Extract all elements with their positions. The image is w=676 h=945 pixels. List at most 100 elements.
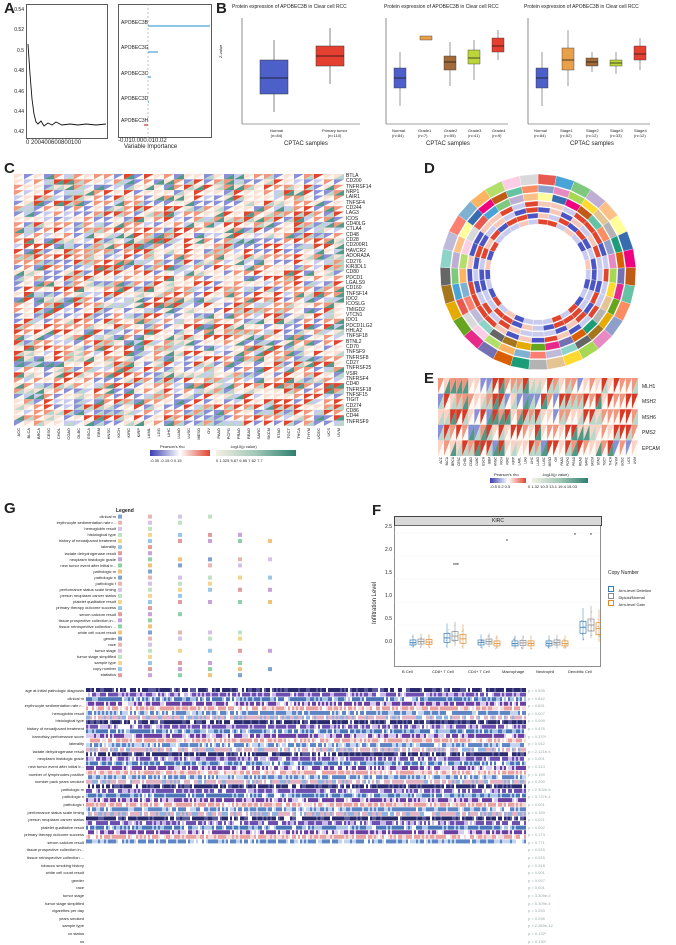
clinical-cell bbox=[188, 697, 190, 701]
clinical-cell bbox=[214, 697, 216, 701]
clinical-cell bbox=[326, 688, 328, 692]
clinical-cell bbox=[96, 702, 98, 706]
clinical-cell bbox=[244, 693, 246, 697]
clinical-cell bbox=[302, 702, 304, 706]
clinical-cell bbox=[390, 697, 392, 701]
clinical-cell bbox=[372, 688, 374, 692]
clinical-cell bbox=[210, 697, 212, 701]
clinical-cell bbox=[212, 688, 214, 692]
cancer-label: PCPG bbox=[566, 456, 570, 466]
cancer-label: LUSC bbox=[542, 456, 546, 465]
clinical-cell bbox=[258, 693, 260, 697]
clinical-cell bbox=[212, 693, 214, 697]
clinical-cell bbox=[138, 693, 140, 697]
clinical-cell bbox=[326, 697, 328, 701]
clinical-cell bbox=[514, 693, 516, 697]
clinical-cell bbox=[348, 693, 350, 697]
circle-segment bbox=[616, 251, 625, 268]
clinical-cell bbox=[408, 693, 410, 697]
clinical-cell bbox=[208, 693, 210, 697]
clinical-cell bbox=[166, 697, 168, 701]
clinical-cell bbox=[228, 688, 230, 692]
clinical-cell bbox=[246, 688, 248, 692]
gene-label: TNFRSF9 bbox=[346, 420, 372, 425]
clinical-cell bbox=[262, 693, 264, 697]
clinical-cell bbox=[320, 693, 322, 697]
clinical-cell bbox=[260, 688, 262, 692]
data-point bbox=[514, 638, 515, 639]
clinical-cell bbox=[208, 702, 210, 706]
clinical-cell bbox=[212, 697, 214, 701]
clinical-cell bbox=[294, 688, 296, 692]
clinical-cell bbox=[426, 693, 428, 697]
circle-segment bbox=[467, 269, 473, 282]
clinical-cell bbox=[480, 688, 482, 692]
clinical-cell bbox=[260, 697, 262, 701]
legend-swatch bbox=[178, 649, 182, 653]
clinical-cell bbox=[318, 697, 320, 701]
clinical-cell bbox=[350, 688, 352, 692]
clinical-cell bbox=[314, 688, 316, 692]
clinical-cell bbox=[238, 697, 240, 701]
clinical-cell bbox=[126, 688, 128, 692]
clinical-cell bbox=[382, 688, 384, 692]
clinical-cell bbox=[290, 702, 292, 706]
clinical-cell bbox=[336, 693, 338, 697]
clinical-cell bbox=[508, 697, 510, 701]
legend-swatch bbox=[118, 667, 122, 671]
circle-segment bbox=[597, 269, 603, 281]
clinical-cell bbox=[270, 688, 272, 692]
clinical-cell bbox=[106, 693, 108, 697]
clinical-cell bbox=[328, 693, 330, 697]
clinical-cell bbox=[236, 688, 238, 692]
clinical-cell bbox=[236, 702, 238, 706]
clinical-cell bbox=[300, 702, 302, 706]
clinical-cell bbox=[130, 693, 132, 697]
clinical-cell bbox=[400, 693, 402, 697]
clinical-cell bbox=[310, 693, 312, 697]
clinical-cell bbox=[228, 693, 230, 697]
clinical-cell bbox=[264, 688, 266, 692]
clinical-row-label: cn status bbox=[0, 930, 84, 938]
clinical-cell bbox=[312, 693, 314, 697]
legend-swatch bbox=[148, 551, 152, 555]
clinical-cell bbox=[300, 693, 302, 697]
clinical-cell bbox=[456, 688, 458, 692]
panel-b-boxplot-normal-vs-tumor bbox=[234, 16, 362, 128]
clinical-cell bbox=[444, 693, 446, 697]
clinical-cell bbox=[186, 688, 188, 692]
clinical-cell bbox=[176, 702, 178, 706]
clinical-cell bbox=[140, 693, 142, 697]
clinical-cell bbox=[148, 697, 150, 701]
cancer-label: UCEC bbox=[316, 428, 321, 439]
clinical-cell bbox=[486, 688, 488, 692]
clinical-cell bbox=[106, 697, 108, 701]
clinical-cell bbox=[188, 688, 190, 692]
clinical-cell bbox=[254, 702, 256, 706]
legend-swatch bbox=[178, 673, 182, 677]
clinical-cell bbox=[158, 702, 160, 706]
clinical-cell bbox=[238, 693, 240, 697]
clinical-cell bbox=[380, 697, 382, 701]
clinical-cell bbox=[150, 702, 152, 706]
clinical-cell bbox=[192, 697, 194, 701]
clinical-cell bbox=[472, 693, 474, 697]
clinical-cell bbox=[170, 697, 172, 701]
clinical-cell bbox=[452, 697, 454, 701]
clinical-cell bbox=[140, 702, 142, 706]
clinical-cell bbox=[188, 693, 190, 697]
legend-swatch bbox=[238, 588, 242, 592]
panel-a-right-xlabel: Variable Importance bbox=[124, 144, 177, 150]
clinical-cell bbox=[132, 693, 134, 697]
panel-b-xlabel-2: CPTAC samples bbox=[426, 141, 470, 147]
clinical-cell bbox=[348, 688, 350, 692]
clinical-cell bbox=[156, 688, 158, 692]
clinical-cell bbox=[480, 693, 482, 697]
clinical-cell bbox=[472, 697, 474, 701]
data-point bbox=[453, 639, 454, 640]
clinical-cell bbox=[156, 693, 158, 697]
clinical-cell bbox=[188, 702, 190, 706]
clinical-cell bbox=[198, 697, 200, 701]
